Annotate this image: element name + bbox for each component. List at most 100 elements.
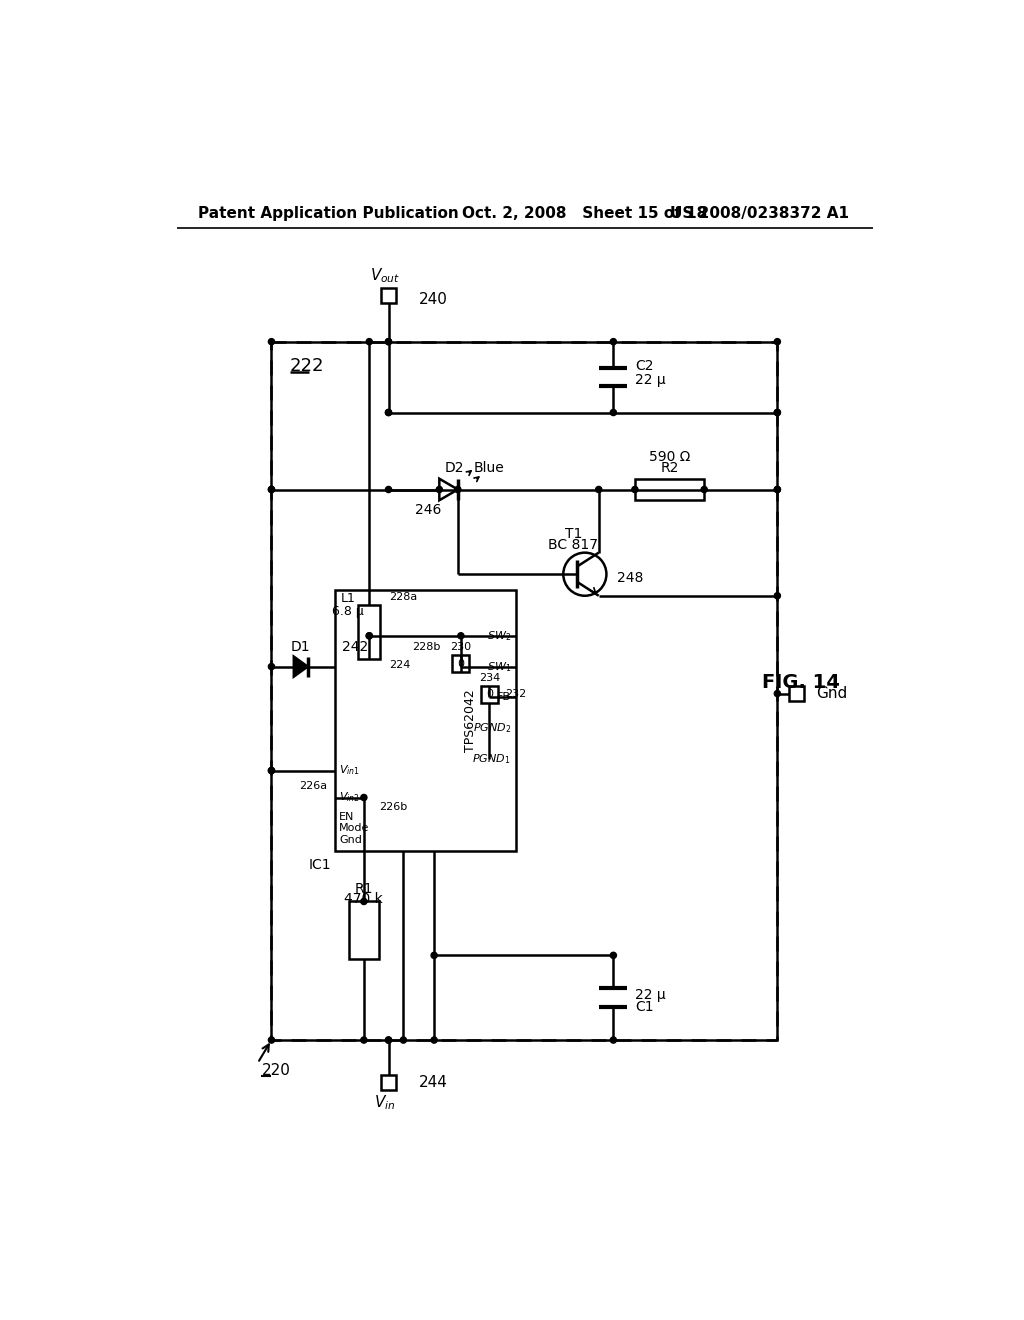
Circle shape: [610, 1038, 616, 1043]
Circle shape: [610, 952, 616, 958]
Text: 240: 240: [419, 292, 449, 306]
Circle shape: [360, 1038, 367, 1043]
Text: 220: 220: [261, 1064, 291, 1078]
Bar: [381, 1074, 396, 1090]
Circle shape: [385, 339, 391, 345]
Text: 6.8 μ: 6.8 μ: [332, 605, 364, 618]
Circle shape: [610, 339, 616, 345]
Circle shape: [774, 486, 780, 492]
Text: 226a: 226a: [299, 781, 327, 791]
Text: C1: C1: [635, 1001, 653, 1014]
Text: D2: D2: [444, 461, 464, 475]
Circle shape: [385, 409, 391, 416]
Text: Mode: Mode: [339, 824, 370, 833]
Text: $PGND_1$: $PGND_1$: [472, 752, 511, 766]
Text: Patent Application Publication: Patent Application Publication: [199, 206, 459, 222]
Text: IC1: IC1: [308, 858, 331, 873]
Text: R1: R1: [354, 882, 373, 896]
Text: C2: C2: [635, 359, 653, 374]
Circle shape: [632, 486, 638, 492]
Text: EN: EN: [339, 812, 354, 822]
Circle shape: [367, 632, 373, 639]
Bar: [453, 655, 469, 672]
Bar: [335, 590, 515, 851]
Circle shape: [455, 486, 461, 492]
Text: 22 μ: 22 μ: [635, 374, 666, 387]
Text: $V_{in1}$: $V_{in1}$: [339, 764, 360, 777]
Circle shape: [268, 664, 274, 669]
Text: R2: R2: [660, 461, 679, 475]
Bar: [381, 288, 396, 304]
Circle shape: [385, 339, 391, 345]
Text: D1: D1: [290, 640, 310, 653]
Text: $V_{in}$: $V_{in}$: [374, 1093, 395, 1111]
Bar: [788, 686, 804, 701]
Circle shape: [436, 486, 442, 492]
Circle shape: [774, 690, 780, 697]
Text: 0: 0: [458, 659, 465, 668]
Circle shape: [268, 486, 274, 492]
Circle shape: [360, 899, 367, 904]
Bar: [271, 342, 777, 1040]
Bar: [635, 479, 705, 500]
Text: 228a: 228a: [389, 593, 418, 602]
Circle shape: [458, 632, 464, 639]
Circle shape: [367, 339, 373, 345]
Text: $V_{in2}$: $V_{in2}$: [339, 791, 360, 804]
Text: T1: T1: [564, 527, 582, 541]
Circle shape: [385, 1038, 391, 1043]
Circle shape: [774, 409, 780, 416]
Circle shape: [431, 1038, 437, 1043]
Circle shape: [701, 486, 708, 492]
Circle shape: [774, 486, 780, 492]
Circle shape: [268, 767, 274, 774]
Text: 22 μ: 22 μ: [635, 987, 666, 1002]
Circle shape: [385, 486, 391, 492]
Text: 248: 248: [617, 572, 643, 585]
Text: L1: L1: [340, 593, 355, 606]
Text: FB: FB: [497, 693, 511, 702]
Text: BC 817: BC 817: [548, 539, 598, 552]
Text: $V_{out}$: $V_{out}$: [370, 267, 399, 285]
Text: 232: 232: [505, 689, 526, 700]
Bar: [349, 902, 379, 960]
Text: Blue: Blue: [473, 461, 504, 475]
Bar: [481, 686, 498, 702]
Text: Gnd: Gnd: [339, 834, 362, 845]
Circle shape: [360, 795, 367, 800]
Text: 222: 222: [290, 358, 325, 375]
Bar: [358, 605, 380, 659]
Circle shape: [367, 632, 373, 639]
Text: FIG. 14: FIG. 14: [762, 672, 840, 692]
Text: 0: 0: [485, 689, 493, 700]
Text: 228b: 228b: [413, 643, 441, 652]
Circle shape: [774, 593, 780, 599]
Text: Oct. 2, 2008   Sheet 15 of 18: Oct. 2, 2008 Sheet 15 of 18: [462, 206, 707, 222]
Circle shape: [774, 339, 780, 345]
Text: 244: 244: [419, 1074, 449, 1090]
Text: 590 Ω: 590 Ω: [649, 450, 690, 465]
Circle shape: [268, 339, 274, 345]
Circle shape: [610, 409, 616, 416]
Text: $SW_2$: $SW_2$: [486, 628, 511, 643]
Circle shape: [268, 486, 274, 492]
Circle shape: [385, 409, 391, 416]
Circle shape: [431, 952, 437, 958]
Text: $PGND_2$: $PGND_2$: [473, 721, 511, 735]
Text: 224: 224: [389, 660, 411, 671]
Text: $SW_1$: $SW_1$: [486, 660, 511, 673]
Circle shape: [774, 409, 780, 416]
Text: 226b: 226b: [379, 801, 408, 812]
Polygon shape: [294, 656, 307, 677]
Circle shape: [596, 486, 602, 492]
Circle shape: [400, 1038, 407, 1043]
Circle shape: [385, 1038, 391, 1043]
Text: US 2008/0238372 A1: US 2008/0238372 A1: [670, 206, 849, 222]
Text: 242: 242: [342, 640, 369, 653]
Text: 246: 246: [416, 503, 441, 516]
Text: Gnd: Gnd: [816, 686, 847, 701]
Text: 234: 234: [479, 673, 500, 684]
Text: 230: 230: [451, 643, 471, 652]
Circle shape: [268, 767, 274, 774]
Text: 470 k: 470 k: [344, 892, 383, 906]
